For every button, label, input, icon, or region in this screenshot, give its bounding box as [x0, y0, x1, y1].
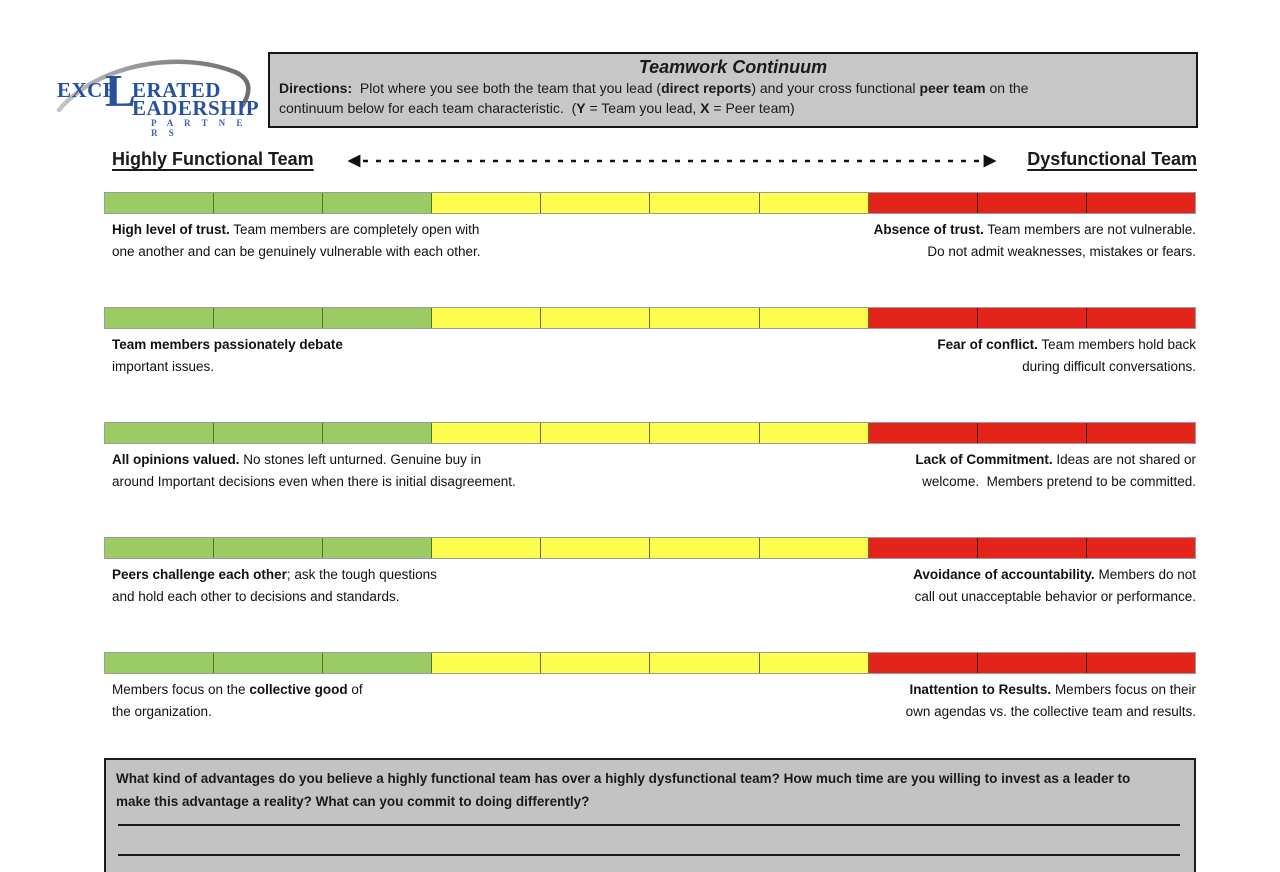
scale-cell-yellow[interactable] — [432, 308, 542, 328]
directions-text: Directions: Plot where you see both the … — [279, 80, 1029, 116]
scale-cell-green[interactable] — [105, 653, 215, 673]
scale-cell-green[interactable] — [323, 423, 433, 443]
row-left-description: Team members passionately debate importa… — [112, 337, 343, 374]
scale-cell-yellow[interactable] — [432, 538, 542, 558]
scale-cell-yellow[interactable] — [759, 538, 869, 558]
continuum-bar — [104, 422, 1196, 444]
scale-cell-yellow[interactable] — [432, 193, 542, 213]
scale-cell-green[interactable] — [105, 193, 215, 213]
scale-cell-yellow[interactable] — [541, 308, 651, 328]
scale-cell-red[interactable] — [868, 193, 978, 213]
directions-box: Teamwork Continuum Directions: Plot wher… — [268, 52, 1198, 128]
scale-cell-yellow[interactable] — [650, 538, 760, 558]
logo-swoosh-icon — [56, 59, 251, 113]
continuum-bar — [104, 307, 1196, 329]
scale-cell-yellow[interactable] — [650, 308, 760, 328]
scale-cell-yellow[interactable] — [650, 193, 760, 213]
scale-cell-yellow[interactable] — [759, 653, 869, 673]
continuum-row-conflict: Team members passionately debate importa… — [104, 307, 1196, 389]
scale-cell-yellow[interactable] — [541, 423, 651, 443]
scale-cell-yellow[interactable] — [541, 653, 651, 673]
row-left-description: All opinions valued. No stones left untu… — [112, 452, 516, 489]
scale-cell-red[interactable] — [1086, 193, 1195, 213]
scale-cell-red[interactable] — [977, 653, 1087, 673]
scale-cell-red[interactable] — [868, 653, 978, 673]
scale-cell-yellow[interactable] — [432, 653, 542, 673]
continuum-row-results: Members focus on the collective good of … — [104, 652, 1196, 734]
reflection-question: What kind of advantages do you believe a… — [116, 771, 1131, 809]
continuum-arrow-icon — [347, 154, 997, 168]
scale-cell-red[interactable] — [977, 193, 1087, 213]
row-right-description: Absence of trust. Team members are not v… — [873, 222, 1196, 259]
continuum-bar — [104, 537, 1196, 559]
scale-cell-red[interactable] — [977, 308, 1087, 328]
logo-text-exce: EXCE — [57, 78, 118, 102]
row-right-description: Fear of conflict. Team members hold back… — [937, 337, 1196, 374]
page-title: Teamwork Continuum — [638, 57, 828, 77]
answer-line[interactable] — [118, 824, 1180, 826]
company-logo: EXCE L ERATED EADERSHIP P A R T N E R S — [53, 56, 260, 138]
continuum-row-commitment: All opinions valued. No stones left untu… — [104, 422, 1196, 504]
scale-cell-green[interactable] — [323, 653, 433, 673]
continuum-row-accountability: Peers challenge each other; ask the toug… — [104, 537, 1196, 619]
scale-cell-red[interactable] — [977, 423, 1087, 443]
row-right-description: Avoidance of accountability. Members do … — [913, 567, 1196, 604]
scale-cell-green[interactable] — [214, 193, 324, 213]
scale-cell-yellow[interactable] — [759, 423, 869, 443]
row-left-description: Members focus on the collective good of … — [112, 682, 363, 719]
scale-cell-red[interactable] — [868, 308, 978, 328]
logo-text-eadership: EADERSHIP — [132, 96, 260, 120]
scale-cell-yellow[interactable] — [759, 308, 869, 328]
scale-cell-red[interactable] — [868, 538, 978, 558]
scale-cell-green[interactable] — [323, 193, 433, 213]
continuum-right-label: Dysfunctional Team — [1027, 149, 1197, 169]
continuum-bar — [104, 192, 1196, 214]
continuum-bar — [104, 652, 1196, 674]
scale-cell-red[interactable] — [1086, 538, 1195, 558]
reflection-box: What kind of advantages do you believe a… — [104, 758, 1196, 872]
scale-cell-yellow[interactable] — [541, 538, 651, 558]
scale-cell-red[interactable] — [1086, 308, 1195, 328]
logo-text-partners: P A R T N E R S — [151, 118, 247, 138]
scale-cell-green[interactable] — [214, 538, 324, 558]
row-right-description: Lack of Commitment. Ideas are not shared… — [915, 452, 1196, 489]
logo-text-big-l: L — [105, 65, 136, 116]
scale-cell-green[interactable] — [214, 653, 324, 673]
continuum-row-trust: High level of trust. Team members are co… — [104, 192, 1196, 274]
scale-cell-yellow[interactable] — [650, 653, 760, 673]
logo-text-erated: ERATED — [132, 78, 221, 102]
continuum-left-label: Highly Functional Team — [112, 149, 314, 169]
scale-cell-yellow[interactable] — [650, 423, 760, 443]
scale-cell-green[interactable] — [323, 308, 433, 328]
scale-cell-green[interactable] — [105, 538, 215, 558]
scale-cell-green[interactable] — [105, 308, 215, 328]
scale-cell-green[interactable] — [214, 308, 324, 328]
scale-cell-red[interactable] — [868, 423, 978, 443]
row-right-description: Inattention to Results. Members focus on… — [905, 682, 1196, 719]
scale-cell-yellow[interactable] — [432, 423, 542, 443]
scale-cell-red[interactable] — [1086, 653, 1195, 673]
scale-cell-red[interactable] — [977, 538, 1087, 558]
scale-cell-green[interactable] — [214, 423, 324, 443]
scale-cell-red[interactable] — [1086, 423, 1195, 443]
answer-line[interactable] — [118, 854, 1180, 856]
row-left-description: High level of trust. Team members are co… — [112, 222, 481, 259]
scale-cell-green[interactable] — [105, 423, 215, 443]
row-left-description: Peers challenge each other; ask the toug… — [112, 567, 437, 604]
scale-cell-green[interactable] — [323, 538, 433, 558]
scale-cell-yellow[interactable] — [541, 193, 651, 213]
scale-cell-yellow[interactable] — [759, 193, 869, 213]
